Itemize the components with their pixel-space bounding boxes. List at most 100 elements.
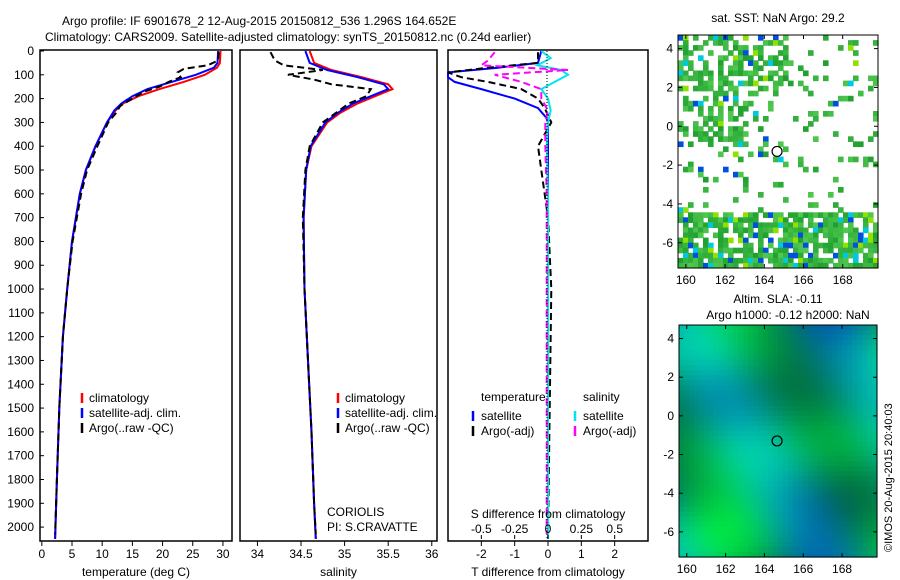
map-cell	[738, 335, 744, 341]
map-cell	[847, 466, 853, 472]
lon-tick-label: 164	[754, 562, 774, 576]
map-cell	[787, 446, 794, 452]
map-cell	[763, 430, 769, 437]
map-cell	[852, 345, 858, 351]
map-cell	[723, 257, 729, 264]
map-cell	[713, 345, 720, 351]
map-cell	[812, 400, 819, 407]
map-cell	[743, 330, 749, 336]
map-cell	[773, 375, 779, 382]
map-cell	[832, 491, 839, 498]
map-cell	[852, 370, 858, 377]
map-cell	[858, 232, 864, 239]
map-cell	[763, 116, 769, 122]
map-cell	[867, 425, 873, 432]
map-cell	[832, 425, 839, 432]
map-cell	[693, 456, 700, 462]
map-cell	[763, 516, 769, 523]
map-cell	[684, 436, 690, 442]
map-cell	[833, 212, 839, 218]
map-cell	[867, 481, 873, 487]
map-cell	[783, 360, 789, 366]
map-cell	[723, 400, 730, 407]
map-cell	[837, 385, 843, 392]
map-cell	[812, 420, 819, 427]
map-cell	[778, 262, 784, 269]
map-cell	[728, 501, 735, 508]
map-cell	[807, 526, 814, 533]
map-cell	[862, 405, 868, 412]
map-cell	[698, 390, 705, 397]
map-cell	[688, 60, 694, 66]
map-cell	[802, 526, 809, 533]
map-cell	[768, 395, 774, 402]
map-cell	[858, 262, 864, 269]
map-cell	[807, 531, 814, 538]
map-cell	[708, 436, 715, 442]
map-cell	[853, 141, 859, 148]
map-cell	[693, 45, 699, 51]
map-cell	[748, 521, 754, 528]
map-cell	[807, 451, 814, 457]
map-cell	[778, 60, 784, 66]
map-cell	[753, 430, 759, 437]
map-cell	[679, 546, 685, 553]
map-cell	[743, 546, 749, 553]
map-cell	[778, 340, 784, 346]
map-cell	[778, 420, 784, 427]
map-cell	[773, 330, 779, 336]
map-cell	[823, 60, 829, 66]
map-cell	[838, 247, 844, 254]
map-cell	[703, 212, 709, 218]
map-cell	[807, 521, 814, 528]
map-cell	[837, 541, 843, 548]
map-cell	[872, 476, 878, 482]
map-cell	[797, 511, 804, 518]
y-tick-label: 1500	[7, 401, 34, 415]
map-cell	[842, 415, 848, 422]
map-cell	[778, 410, 784, 417]
map-cell	[708, 370, 715, 377]
map-cell	[813, 247, 819, 254]
map-cell	[684, 345, 690, 351]
map-cell	[778, 471, 784, 477]
map-cell	[753, 436, 759, 442]
map-cell	[792, 436, 799, 442]
map-cell	[787, 541, 794, 548]
map-cell	[807, 496, 814, 503]
map-cell	[778, 355, 784, 361]
map-cell	[778, 257, 784, 264]
map-cell	[733, 410, 740, 417]
map-cell	[763, 232, 769, 239]
map-cell	[868, 85, 874, 92]
map-cell	[788, 80, 794, 87]
map-cell	[753, 355, 759, 361]
map-cell	[733, 370, 740, 377]
map-title: sat. SST: NaN Argo: 29.2	[711, 11, 845, 25]
map-cell	[797, 390, 804, 397]
map-cell	[718, 456, 725, 462]
map-cell	[713, 521, 720, 528]
map-cell	[842, 370, 848, 377]
map-cell	[872, 405, 878, 412]
map-cell	[728, 257, 734, 264]
map-cell	[723, 345, 730, 351]
map-cell	[773, 55, 779, 61]
map-cell	[743, 436, 749, 442]
map-cell	[688, 461, 695, 467]
map-cell	[857, 350, 863, 356]
map-cell	[723, 546, 730, 553]
map-cell	[723, 481, 730, 487]
lat-tick-label: 0	[666, 119, 673, 133]
map-cell	[837, 446, 843, 452]
map-cell	[679, 521, 685, 528]
map-cell	[683, 237, 689, 244]
map-cell	[684, 380, 690, 387]
map-cell	[738, 385, 744, 392]
map-cell	[837, 456, 843, 462]
map-cell	[748, 370, 754, 377]
map-cell	[758, 461, 764, 467]
map-cell	[748, 430, 754, 437]
y-tick-label: 1900	[7, 496, 34, 510]
map-cell	[807, 471, 814, 477]
